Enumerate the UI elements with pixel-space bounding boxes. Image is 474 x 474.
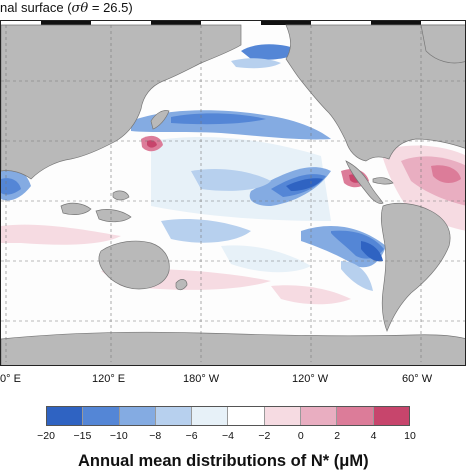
colorbar-segment [228, 407, 265, 425]
land-new-zealand [175, 279, 188, 291]
graticule-bar-top [1, 21, 465, 25]
colorbar-tick-label: 10 [404, 430, 416, 442]
nstar-shading [1, 44, 465, 305]
lon-tick-60w: 60° W [402, 373, 433, 385]
lon-tick-120w: 120° W [292, 373, 329, 385]
map-frame [0, 20, 466, 366]
map-title: nal surface (σθ = 26.5) [0, 0, 133, 16]
colorbar-tick-label: −15 [73, 430, 92, 442]
colorbar-tick-label: 0 [297, 430, 304, 442]
colorbar-segment [192, 407, 229, 425]
land-north-america [285, 24, 465, 162]
colorbar-tick-label: 4 [370, 430, 377, 442]
colorbar-tick-label: −4 [222, 430, 234, 442]
land-indonesia [60, 202, 92, 215]
colorbar-tick-label: −2 [258, 430, 271, 442]
land-australia [98, 240, 170, 290]
colorbar-segment [301, 407, 338, 425]
colorbar-segment [47, 407, 84, 425]
colorbar-segment [155, 407, 193, 425]
land-south-america [380, 202, 451, 332]
lon-tick-180w: 180° W [183, 373, 220, 385]
lon-tick-120e: 120° E [92, 373, 126, 385]
colorbar-segment [373, 407, 409, 425]
land-japan [150, 110, 170, 130]
colorbar-caption: Annual mean distributions of N* (μM) [78, 452, 369, 470]
graticule [1, 25, 465, 362]
colorbar-tick-label: −20 [37, 430, 55, 442]
colorbar-segment [264, 407, 302, 425]
land-central-america [345, 160, 384, 204]
colorbar-labels: −20 −15 −10 −8 −6 −4 −2 0 2 4 10 [37, 430, 416, 444]
colorbar-tick-label: −6 [185, 430, 198, 442]
colorbar-tick-label: −10 [109, 430, 128, 442]
land [1, 24, 465, 365]
colorbar [46, 406, 410, 426]
colorbar-tick-label: 2 [334, 430, 341, 442]
map-canvas [1, 21, 465, 365]
colorbar-segment [119, 407, 156, 425]
colorbar-tick-label: −8 [149, 430, 162, 442]
land-antarctica [1, 331, 465, 365]
lon-tick-0e: 0° E [0, 373, 21, 385]
colorbar-segment [337, 407, 374, 425]
colorbar-segment [83, 407, 120, 425]
